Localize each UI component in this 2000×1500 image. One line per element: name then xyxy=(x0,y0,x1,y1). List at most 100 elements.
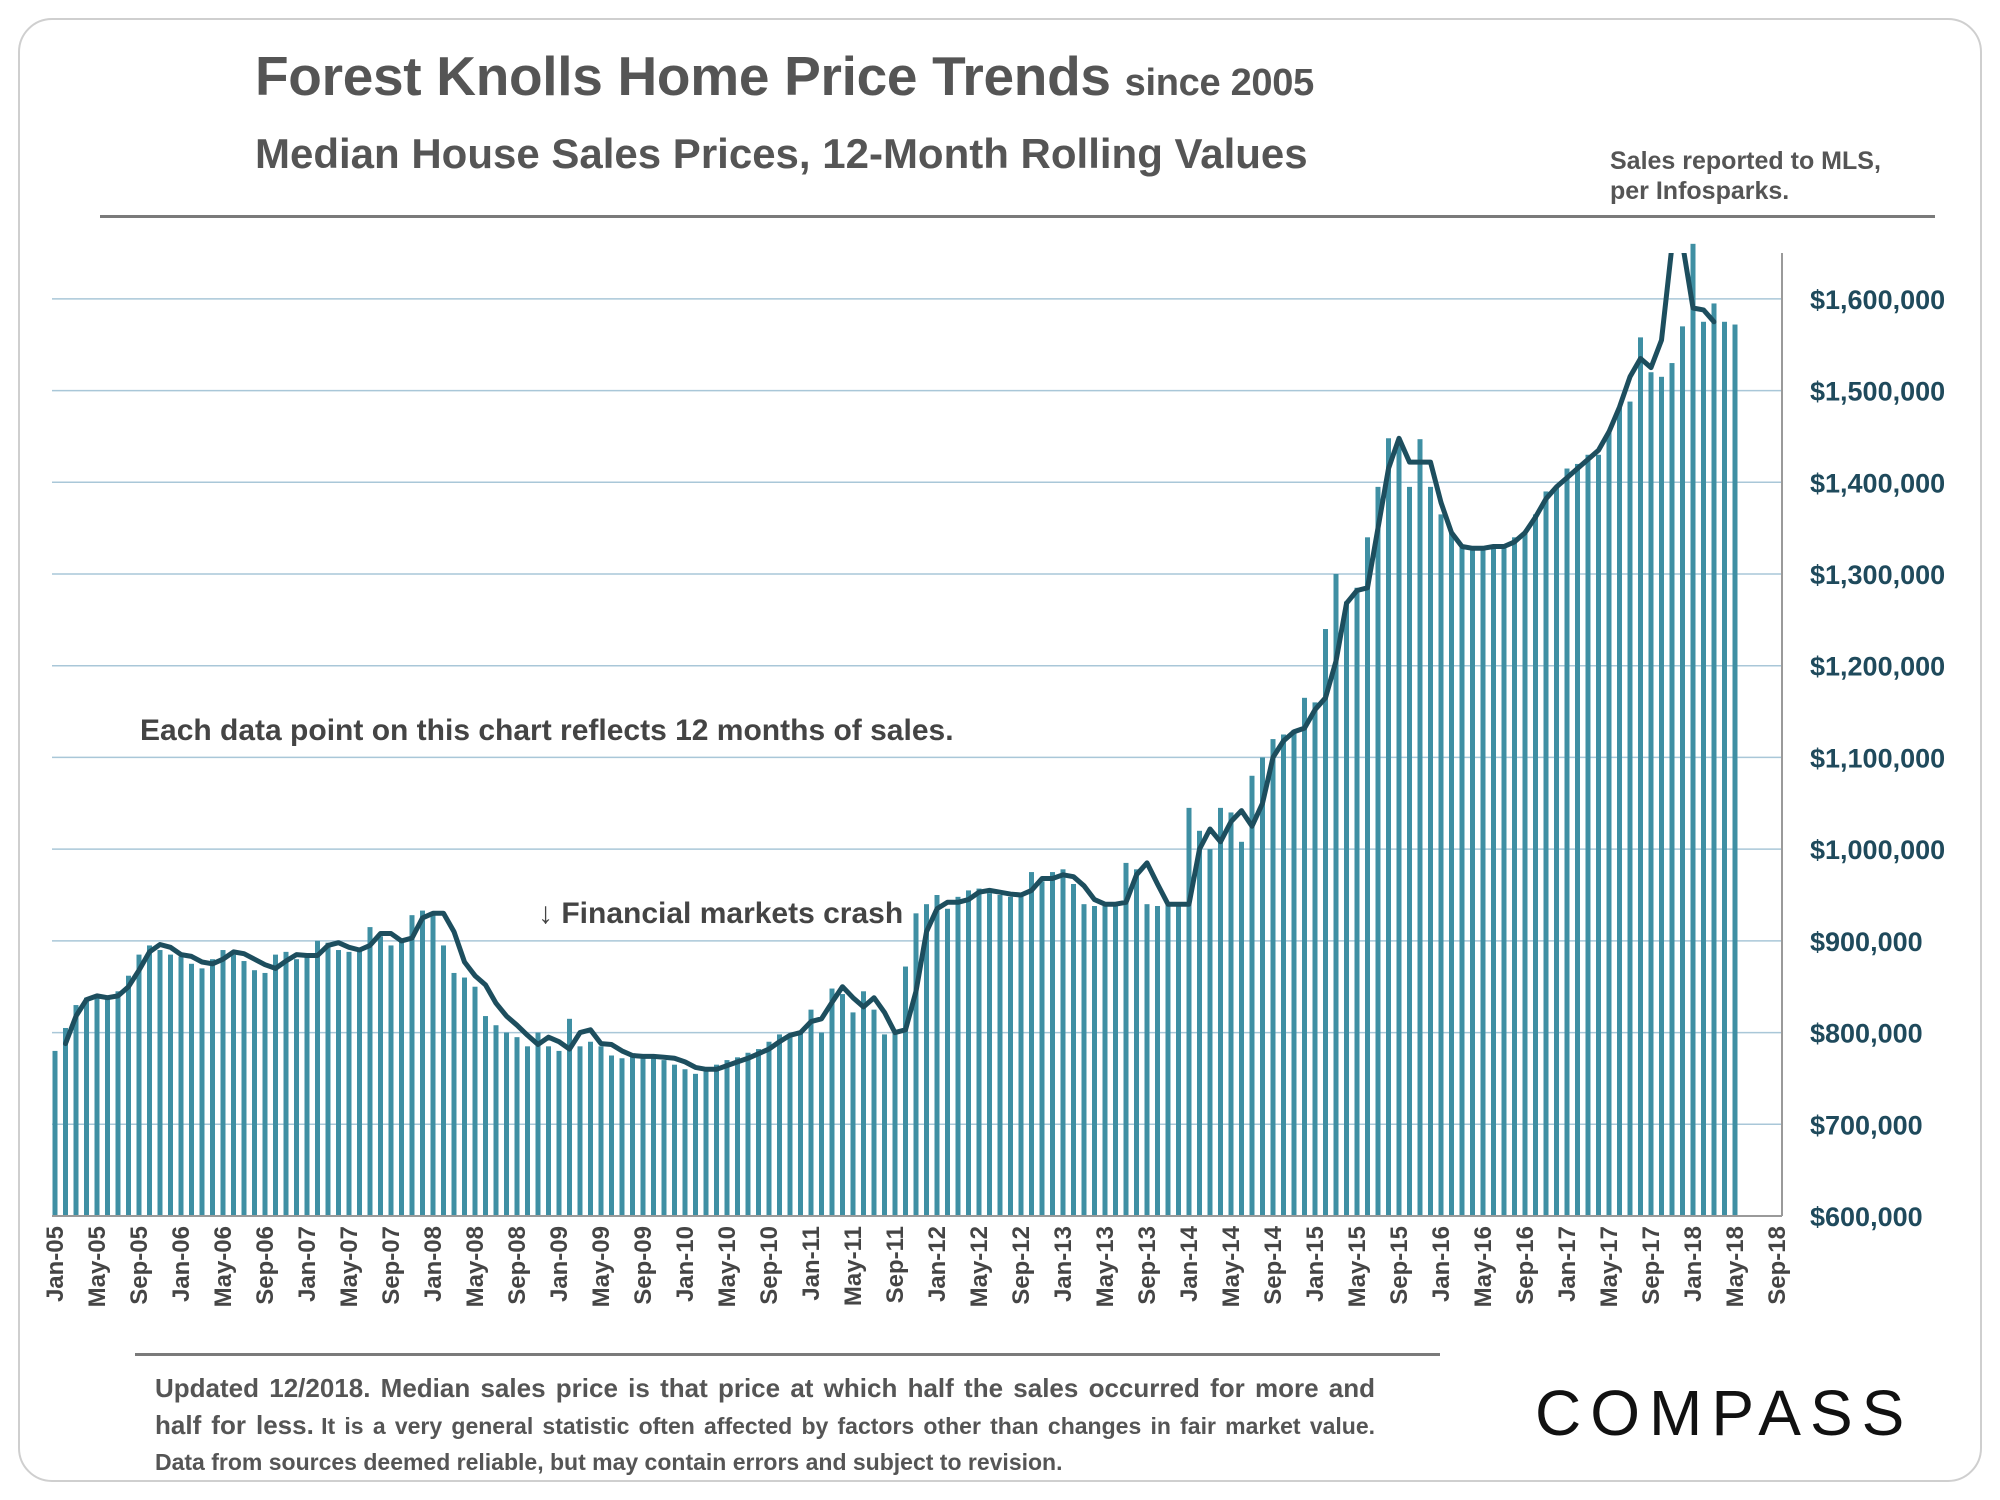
footnote: Updated 12/2018. Median sales price is t… xyxy=(155,1372,1375,1482)
chart-title-suffix: since 2005 xyxy=(1124,62,1315,104)
y-tick-label: $600,000 xyxy=(1810,1202,1923,1232)
bar xyxy=(535,1032,541,1216)
bar xyxy=(357,948,362,1216)
x-tick-label: May-10 xyxy=(714,1226,741,1307)
compass-logo: COMPASS xyxy=(1535,1377,1914,1449)
bar xyxy=(640,1057,646,1216)
x-tick-label: Sep-06 xyxy=(252,1226,279,1305)
x-tick-label: Sep-10 xyxy=(756,1226,783,1305)
bar xyxy=(441,945,446,1216)
rolling-median-line xyxy=(63,253,1717,1072)
chart-title: Forest Knolls Home Price Trends since 200… xyxy=(255,44,1314,108)
x-tick-label: May-07 xyxy=(336,1226,363,1307)
bar xyxy=(924,904,929,1216)
bar xyxy=(1659,376,1664,1216)
bar xyxy=(241,961,247,1216)
bar xyxy=(945,908,950,1216)
bar xyxy=(1512,537,1517,1216)
bar xyxy=(1449,532,1454,1216)
bar xyxy=(766,1041,772,1216)
bar xyxy=(1375,486,1381,1216)
bar xyxy=(1270,739,1276,1216)
bar xyxy=(567,1018,572,1216)
source-line-2: per Infosparks. xyxy=(1610,177,1790,205)
bar xyxy=(252,970,257,1216)
bar xyxy=(388,945,394,1216)
bar xyxy=(955,896,961,1216)
bar xyxy=(1711,303,1717,1216)
bar xyxy=(840,994,845,1216)
bar xyxy=(1522,532,1528,1216)
bar xyxy=(1060,869,1066,1216)
source-line-1: Sales reported to MLS, xyxy=(1610,147,1881,175)
bar xyxy=(1575,463,1580,1216)
bar xyxy=(157,950,163,1216)
y-tick-label: $1,600,000 xyxy=(1810,285,1945,315)
bar xyxy=(1365,537,1370,1216)
bar xyxy=(546,1046,551,1216)
y-axis-ticks: $600,000 $700,000 $800,000 $900,000 $1,000,0… xyxy=(1810,285,1945,1232)
bar xyxy=(861,991,866,1216)
x-tick-label: Sep-16 xyxy=(1512,1226,1539,1305)
x-tick-label: Sep-09 xyxy=(630,1226,657,1305)
bar xyxy=(1333,574,1339,1216)
x-tick-label: Jan-05 xyxy=(42,1226,69,1302)
bar xyxy=(1039,881,1045,1216)
bar xyxy=(262,972,268,1216)
bar xyxy=(189,963,194,1216)
bar xyxy=(273,954,278,1216)
x-tick-label: Jan-07 xyxy=(294,1226,321,1302)
bar xyxy=(1134,869,1139,1216)
bar xyxy=(168,954,173,1216)
bar xyxy=(966,890,971,1216)
bar xyxy=(871,1009,877,1216)
bar xyxy=(315,940,320,1216)
bar xyxy=(756,1049,761,1216)
bar xyxy=(1407,486,1412,1216)
bar xyxy=(913,913,919,1216)
bar xyxy=(1627,401,1633,1216)
x-tick-label: May-12 xyxy=(966,1226,993,1307)
x-tick-label: May-15 xyxy=(1344,1226,1371,1307)
bar xyxy=(493,1025,499,1216)
bar xyxy=(1281,734,1286,1216)
bar xyxy=(1606,431,1612,1216)
bar xyxy=(136,954,142,1216)
bar-series xyxy=(52,243,1738,1217)
bar xyxy=(472,986,478,1216)
bar xyxy=(367,927,373,1216)
bar xyxy=(976,888,982,1216)
bar xyxy=(850,1012,856,1216)
bar xyxy=(588,1041,593,1216)
bar xyxy=(630,1055,635,1216)
bar xyxy=(220,950,226,1216)
y-tick-label: $1,100,000 xyxy=(1810,743,1945,773)
bar xyxy=(682,1069,688,1216)
annotation-crash: ↓ Financial markets crash xyxy=(538,897,903,930)
bar xyxy=(1071,883,1076,1216)
x-tick-label: Sep-07 xyxy=(378,1226,405,1305)
bar xyxy=(1186,807,1192,1216)
bar xyxy=(808,1009,814,1216)
bar xyxy=(1617,407,1622,1217)
bar xyxy=(1417,439,1423,1216)
bar xyxy=(1638,337,1643,1216)
bar xyxy=(1564,468,1570,1216)
x-tick-label: May-17 xyxy=(1596,1226,1623,1307)
axes xyxy=(52,253,1783,1217)
bar xyxy=(1722,321,1727,1216)
bar xyxy=(1291,729,1297,1216)
y-tick-label: $1,400,000 xyxy=(1810,468,1945,498)
bar xyxy=(1354,587,1360,1216)
bar xyxy=(1680,326,1685,1216)
x-tick-label: Jan-09 xyxy=(546,1226,573,1302)
bar xyxy=(892,1032,898,1216)
bar xyxy=(1050,872,1055,1216)
bar xyxy=(1459,546,1465,1216)
bar xyxy=(1260,757,1265,1216)
bar xyxy=(1491,548,1496,1216)
bar xyxy=(1228,812,1234,1216)
bar xyxy=(735,1057,740,1216)
bar xyxy=(1123,862,1129,1216)
y-tick-label: $1,200,000 xyxy=(1810,652,1945,682)
